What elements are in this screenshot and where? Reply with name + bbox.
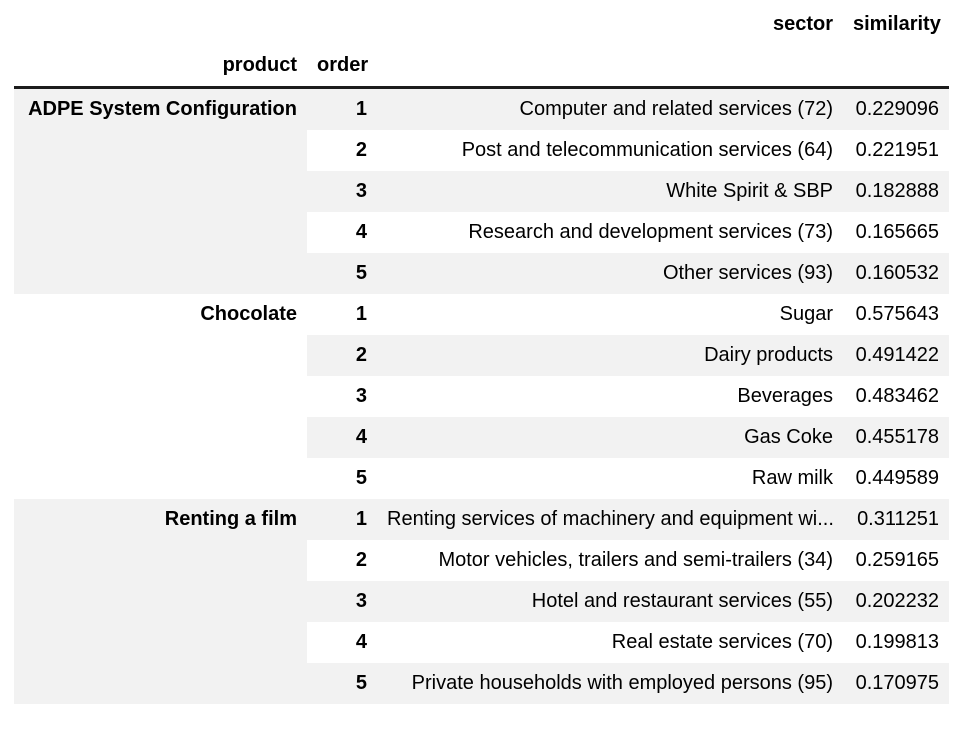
table-row: 5 Private households with employed person… bbox=[14, 663, 949, 704]
blank-header-cell bbox=[307, 4, 377, 45]
similarity-table: sector similarity product order ADPE Sys… bbox=[14, 4, 949, 704]
table-row: Chocolate 1 Sugar 0.575643 bbox=[14, 294, 949, 335]
product-index-cell: Renting a film bbox=[14, 499, 307, 704]
order-index-cell: 1 bbox=[307, 499, 377, 540]
dataframe-output: sector similarity product order ADPE Sys… bbox=[14, 4, 949, 704]
order-index-cell: 5 bbox=[355, 467, 367, 489]
order-index-cell: 3 bbox=[307, 581, 377, 622]
table-row: 3 Beverages 0.483462 bbox=[14, 376, 949, 417]
sector-value-cell: Renting services of machinery and equipm… bbox=[377, 499, 843, 540]
blank-header-cell bbox=[843, 45, 949, 89]
column-header-row: sector similarity bbox=[14, 4, 949, 45]
table-row: Renting a film 1 Renting services of machi… bbox=[14, 499, 949, 704]
sector-value-cell: Sugar bbox=[779, 303, 833, 325]
similarity-value-cell: 0.182888 bbox=[843, 171, 949, 212]
sector-value-cell: Motor vehicles, trailers and semi-traile… bbox=[438, 549, 833, 571]
similarity-value-cell: 0.165665 bbox=[855, 221, 939, 243]
table-row: 5 Other services (93) 0.160532 bbox=[14, 253, 949, 294]
table-row: 4 Real estate services (70) 0.199813 bbox=[14, 622, 949, 663]
order-index-cell: 3 bbox=[307, 171, 377, 212]
sector-value-cell: White Spirit & SBP bbox=[377, 171, 843, 212]
order-index-cell: 4 bbox=[307, 417, 377, 458]
order-index-cell: 2 bbox=[355, 139, 367, 161]
blank-header-cell bbox=[14, 4, 307, 45]
table-row: 2 Motor vehicles, trailers and semi-trail… bbox=[14, 540, 949, 581]
sector-value-cell: Private households with employed persons… bbox=[377, 663, 843, 704]
col-header-sector: sector bbox=[772, 13, 833, 35]
similarity-value-cell: 0.455178 bbox=[843, 417, 949, 458]
table-body: ADPE System Configuration 1 Computer and r… bbox=[14, 87, 949, 704]
order-index-cell: 4 bbox=[355, 631, 367, 653]
sector-value-cell: Real estate services (70) bbox=[611, 631, 833, 653]
similarity-value-cell: 0.259165 bbox=[855, 549, 939, 571]
table-row: 3 White Spirit & SBP 0.182888 bbox=[14, 171, 949, 212]
table-row: 2 Dairy products 0.491422 bbox=[14, 335, 949, 376]
table-header: sector similarity product order bbox=[14, 4, 949, 89]
similarity-value-cell: 0.483462 bbox=[855, 385, 939, 407]
sector-value-cell: Dairy products bbox=[377, 335, 843, 376]
table-row: ADPE System Configuration 1 Computer and r… bbox=[14, 87, 949, 294]
similarity-value-cell: 0.199813 bbox=[855, 631, 939, 653]
order-index-cell: 3 bbox=[355, 385, 367, 407]
order-index-cell: 4 bbox=[355, 221, 367, 243]
sector-value-cell: Raw milk bbox=[751, 467, 833, 489]
similarity-value-cell: 0.491422 bbox=[843, 335, 949, 376]
table-row: 4 Research and development services (73) 0… bbox=[14, 212, 949, 253]
table-row: 3 Hotel and restaurant services (55) 0.202… bbox=[14, 581, 949, 622]
similarity-value-cell: 0.229096 bbox=[843, 87, 949, 130]
order-index-cell: 1 bbox=[355, 303, 367, 325]
sector-value-cell: Beverages bbox=[737, 385, 833, 407]
index-header-order: order bbox=[307, 45, 377, 89]
order-index-cell: 1 bbox=[307, 87, 377, 130]
similarity-value-cell: 0.575643 bbox=[855, 303, 939, 325]
order-index-cell: 2 bbox=[355, 549, 367, 571]
order-index-cell: 2 bbox=[307, 335, 377, 376]
similarity-value-cell: 0.449589 bbox=[855, 467, 939, 489]
table-row: 5 Raw milk 0.449589 bbox=[14, 458, 949, 499]
sector-value-cell: Gas Coke bbox=[377, 417, 843, 458]
index-header-product: product bbox=[14, 45, 307, 89]
blank-header-cell bbox=[377, 45, 843, 89]
product-index-cell: Chocolate bbox=[200, 303, 297, 325]
product-index-cell: ADPE System Configuration bbox=[14, 87, 307, 294]
similarity-value-cell: 0.160532 bbox=[843, 253, 949, 294]
sector-value-cell: Other services (93) bbox=[377, 253, 843, 294]
sector-value-cell: Research and development services (73) bbox=[468, 221, 833, 243]
similarity-value-cell: 0.221951 bbox=[855, 139, 939, 161]
sector-value-cell: Post and telecommunication services (64) bbox=[461, 139, 833, 161]
index-header-row: product order bbox=[14, 45, 949, 89]
sector-value-cell: Computer and related services (72) bbox=[377, 87, 843, 130]
similarity-value-cell: 0.170975 bbox=[843, 663, 949, 704]
similarity-value-cell: 0.202232 bbox=[843, 581, 949, 622]
table-row: 2 Post and telecommunication services (64… bbox=[14, 130, 949, 171]
table-row: 4 Gas Coke 0.455178 bbox=[14, 417, 949, 458]
col-header-similarity: similarity bbox=[853, 13, 941, 35]
sector-value-cell: Hotel and restaurant services (55) bbox=[377, 581, 843, 622]
order-index-cell: 5 bbox=[307, 253, 377, 294]
similarity-value-cell: 0.311251 bbox=[843, 499, 949, 540]
order-index-cell: 5 bbox=[307, 663, 377, 704]
